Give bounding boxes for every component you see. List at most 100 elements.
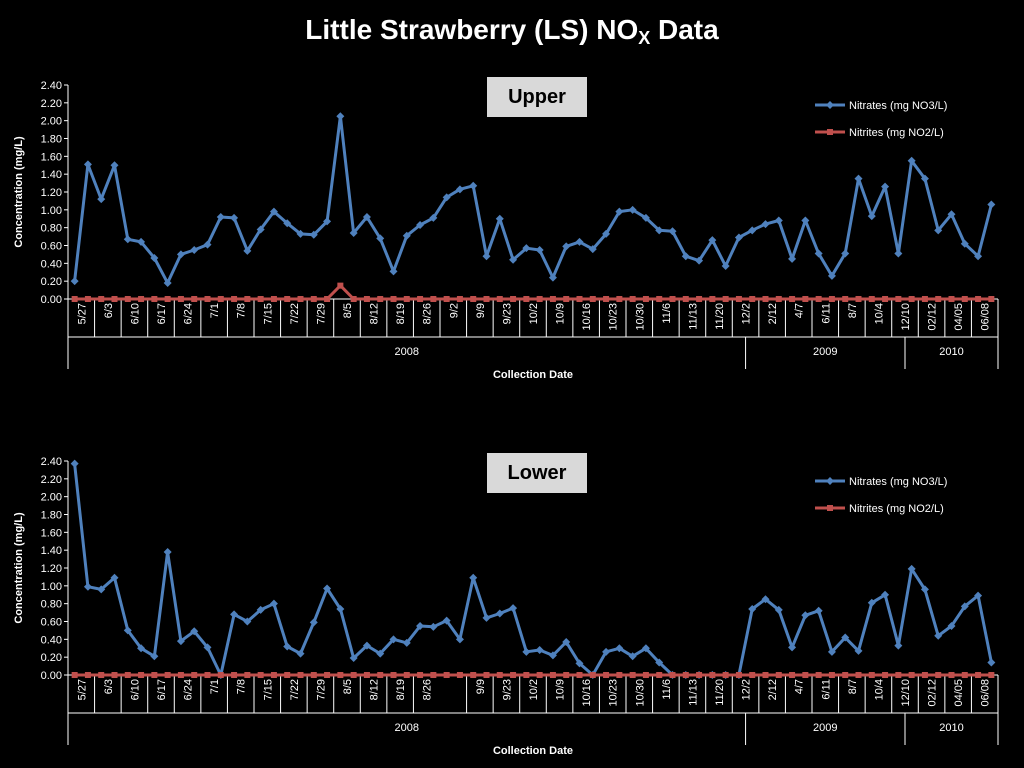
x-axis-title: Collection Date xyxy=(493,745,573,757)
nitrites-point xyxy=(164,672,171,678)
nitrites-point xyxy=(138,672,145,678)
y-tick-label: 2.20 xyxy=(41,98,62,110)
nitrates-point xyxy=(163,547,172,556)
legend-label: Nitrates (mg NO3/L) xyxy=(849,100,947,112)
x-tick-label: 06/08 xyxy=(980,303,992,331)
legend-marker xyxy=(827,129,833,135)
x-tick-label: 11/13 xyxy=(687,679,699,706)
nitrates-point xyxy=(123,626,132,635)
nitrates-point xyxy=(296,229,305,238)
nitrites-point xyxy=(363,296,370,302)
nitrites-point xyxy=(855,296,862,302)
y-tick-label: 1.40 xyxy=(41,545,62,557)
nitrates-point xyxy=(628,205,637,214)
nitrites-point xyxy=(669,672,676,678)
nitrates-point xyxy=(522,647,531,656)
y-tick-label: 2.40 xyxy=(41,456,62,468)
nitrates-point xyxy=(987,200,996,209)
nitrites-point xyxy=(921,296,928,302)
nitrites-point xyxy=(749,672,756,678)
nitrites-point xyxy=(735,296,742,302)
nitrates-point xyxy=(801,216,810,225)
nitrates-point xyxy=(283,642,292,651)
nitrates-point xyxy=(867,212,876,221)
nitrates-line xyxy=(73,463,993,677)
panel-label-upper: Upper xyxy=(487,77,587,117)
nitrites-point xyxy=(151,672,158,678)
nitrates-point xyxy=(535,245,544,254)
nitrates-point xyxy=(110,573,119,582)
x-tick-label: 7/1 xyxy=(209,679,221,694)
nitrates-point xyxy=(243,246,252,255)
nitrites-point xyxy=(563,672,570,678)
nitrites-point xyxy=(483,296,490,302)
nitrites-point xyxy=(456,296,463,302)
x-tick-label: 9/23 xyxy=(501,303,513,324)
nitrites-point xyxy=(470,672,477,678)
nitrates-point xyxy=(429,622,438,631)
nitrites-point xyxy=(257,672,264,678)
nitrates-point xyxy=(934,631,943,640)
nitrates-point xyxy=(70,459,79,468)
nitrates-point xyxy=(482,613,491,622)
nitrites-point xyxy=(576,296,583,302)
nitrates-point xyxy=(495,214,504,223)
nitrates-point xyxy=(389,635,398,644)
x-tick-label: 8/19 xyxy=(395,303,407,324)
nitrates-point xyxy=(416,621,425,630)
x-tick-label: 12/2 xyxy=(741,303,753,324)
x-axis-title: Collection Date xyxy=(493,369,573,381)
x-tick-label: 11/6 xyxy=(661,303,673,324)
year-label: 2009 xyxy=(813,722,837,734)
nitrates-point xyxy=(841,249,850,258)
nitrates-point xyxy=(203,643,212,652)
nitrates-point xyxy=(256,605,265,614)
x-tick-label: 10/16 xyxy=(581,303,593,331)
nitrites-point xyxy=(988,296,995,302)
nitrates-point xyxy=(788,643,797,652)
nitrates-point xyxy=(602,647,611,656)
nitrates-point xyxy=(641,213,650,222)
nitrates-point xyxy=(402,231,411,240)
x-tick-label: 8/12 xyxy=(369,679,381,700)
nitrates-point xyxy=(628,652,637,661)
nitrites-point xyxy=(124,296,131,302)
nitrates-point xyxy=(841,633,850,642)
nitrites-point xyxy=(696,296,703,302)
y-tick-label: 0.40 xyxy=(41,258,62,270)
nitrates-point xyxy=(203,240,212,249)
nitrites-point xyxy=(363,672,370,678)
x-tick-label: 10/4 xyxy=(873,679,885,700)
nitrates-point xyxy=(469,181,478,190)
nitrates-point xyxy=(788,254,797,263)
nitrates-point xyxy=(349,654,358,663)
y-tick-label: 0.40 xyxy=(41,634,62,646)
nitrites-point xyxy=(98,672,105,678)
nitrates-point xyxy=(907,156,916,165)
nitrites-point xyxy=(921,672,928,678)
nitrites-point xyxy=(297,672,304,678)
nitrates-point xyxy=(150,652,159,661)
y-tick-label: 1.60 xyxy=(41,151,62,163)
x-tick-label: 7/15 xyxy=(262,303,274,324)
nitrites-point xyxy=(868,672,875,678)
nitrites-point xyxy=(589,296,596,302)
legend-marker xyxy=(826,477,834,485)
nitrites-point xyxy=(656,296,663,302)
nitrates-point xyxy=(243,617,252,626)
nitrates-point xyxy=(176,637,185,646)
nitrates-point xyxy=(708,236,717,245)
x-tick-label: 8/7 xyxy=(847,303,859,318)
nitrites-point xyxy=(762,672,769,678)
x-tick-label: 10/4 xyxy=(873,303,885,324)
nitrates-point xyxy=(256,225,265,234)
nitrites-point xyxy=(882,672,889,678)
x-tick-label: 6/11 xyxy=(820,303,832,324)
nitrates-point xyxy=(230,610,239,619)
nitrates-point xyxy=(137,237,146,246)
nitrates-point xyxy=(548,273,557,282)
x-tick-label: 8/26 xyxy=(422,679,434,700)
nitrites-point xyxy=(204,672,211,678)
nitrites-point xyxy=(536,672,543,678)
nitrites-point xyxy=(523,296,530,302)
